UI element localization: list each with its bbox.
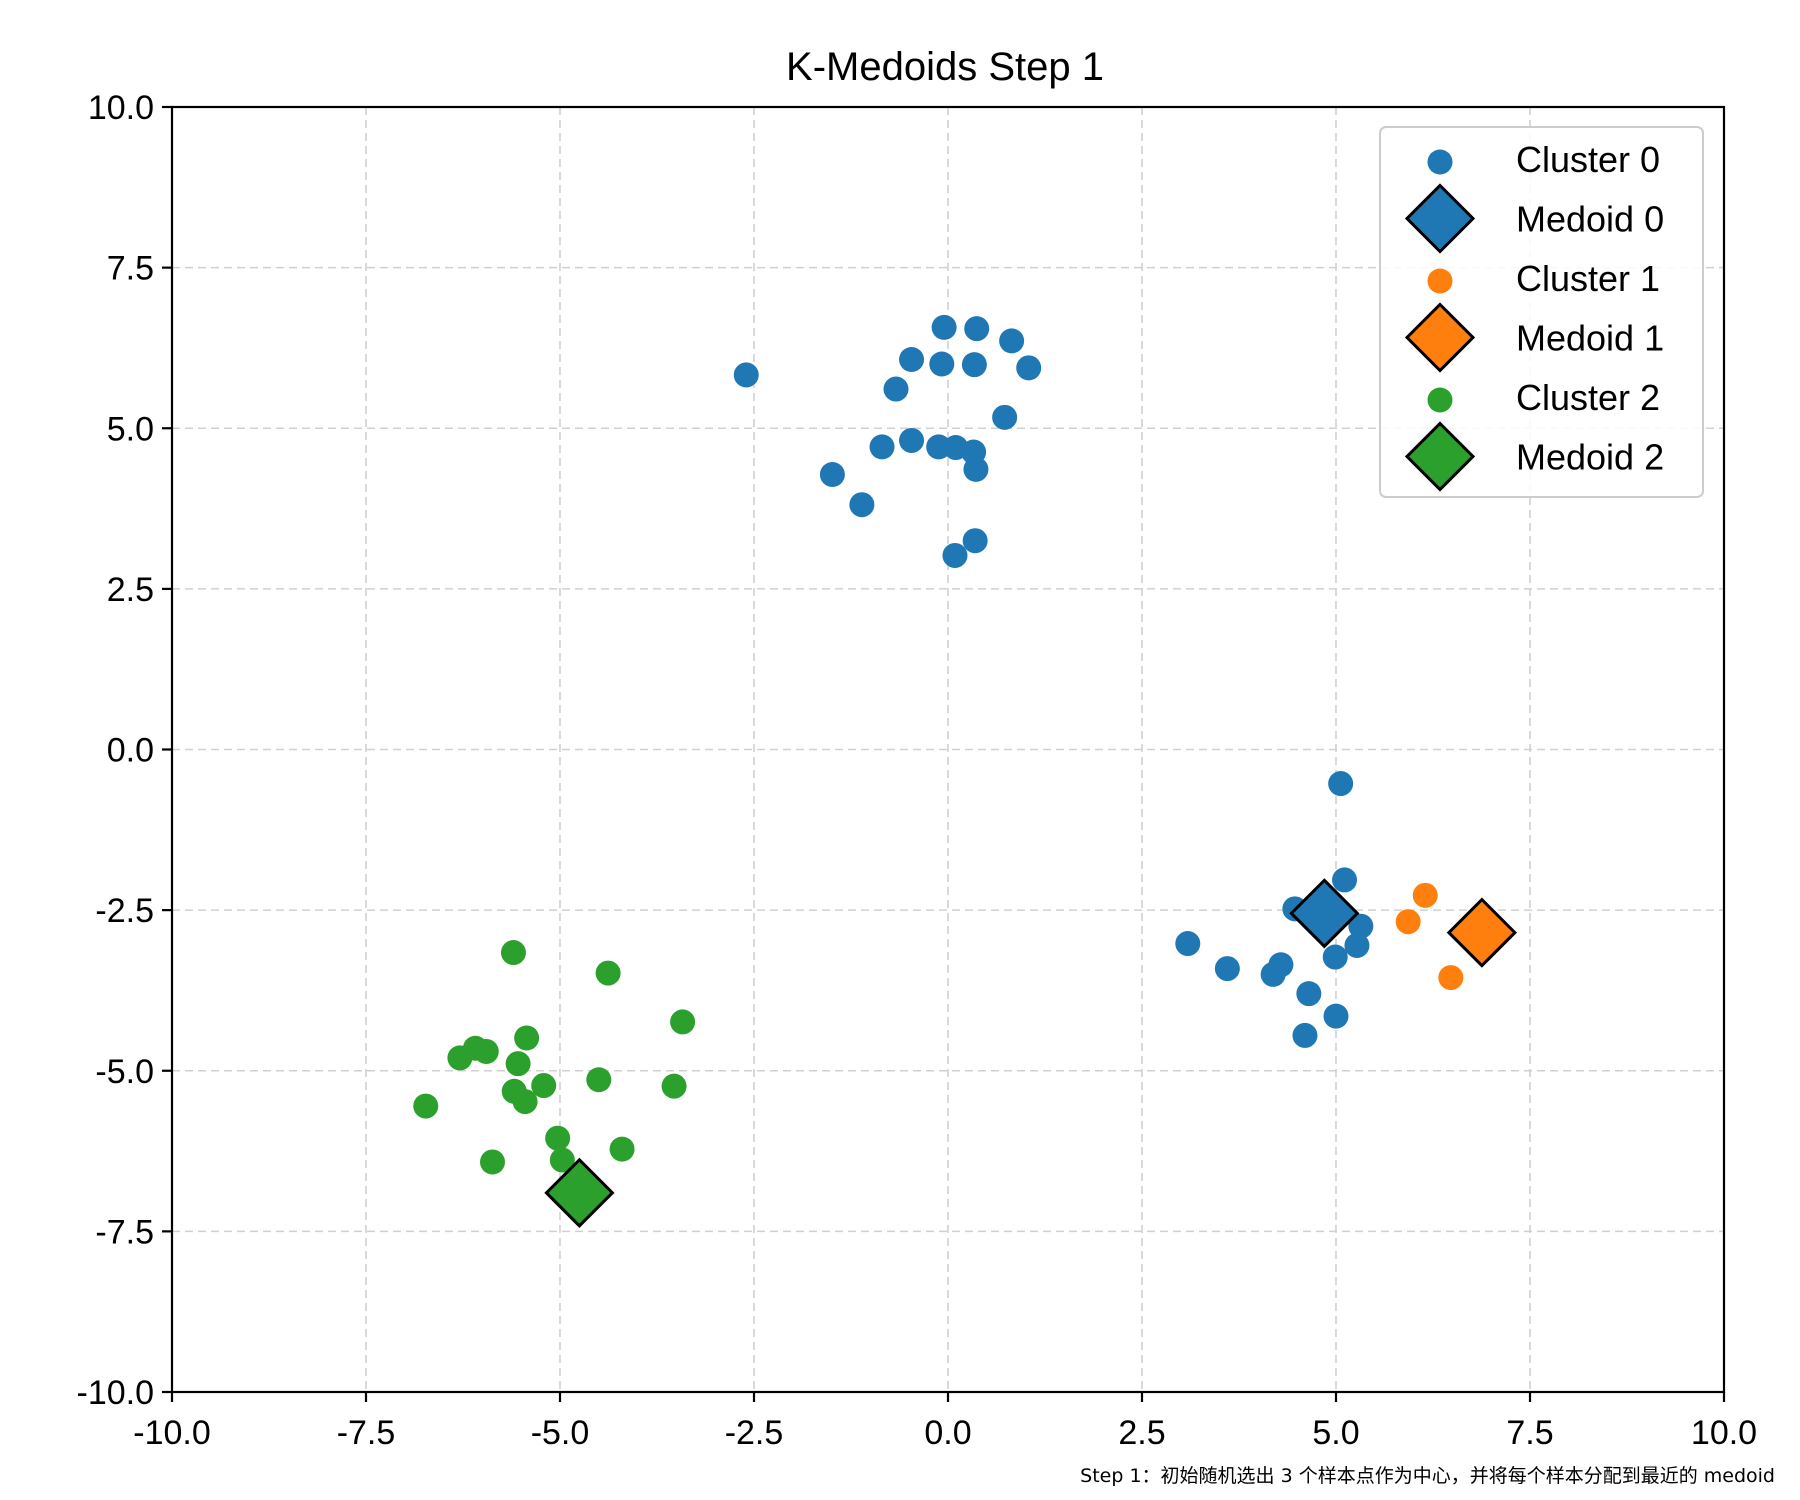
- legend-medoid-0-marker: [1404, 183, 1476, 254]
- legend-medoid-1-label: Medoid 1: [1516, 318, 1664, 359]
- cluster-2-point: [661, 1073, 687, 1099]
- legend-cluster-0-label: Cluster 0: [1516, 139, 1660, 180]
- chart-title: K-Medoids Step 1: [786, 45, 1104, 89]
- cluster-0-point: [1323, 1003, 1349, 1029]
- cluster-2-point: [609, 1136, 635, 1162]
- cluster-0-point: [1328, 771, 1354, 797]
- x-tick-label: -10.0: [133, 1414, 211, 1452]
- legend-medoid-2-marker: [1404, 421, 1476, 492]
- cluster-0-point: [899, 347, 925, 373]
- y-tick-label: -7.5: [95, 1213, 154, 1251]
- cluster-2-point: [595, 960, 621, 986]
- x-tick-label: -2.5: [725, 1414, 784, 1452]
- cluster-2-point: [586, 1067, 612, 1093]
- cluster-1-point: [1395, 909, 1421, 935]
- x-tick-label: 10.0: [1691, 1414, 1757, 1452]
- medoid-1-marker: [1446, 897, 1518, 968]
- legend-cluster-2-label: Cluster 2: [1516, 377, 1660, 418]
- cluster-0-point: [1214, 956, 1240, 982]
- cluster-0-point: [1175, 931, 1201, 957]
- cluster-2-point: [473, 1038, 499, 1064]
- cluster-0-point: [1344, 932, 1370, 958]
- y-tick-label: -10.0: [77, 1374, 155, 1412]
- cluster-2-point: [500, 940, 526, 966]
- y-tick-label: 0.0: [107, 732, 154, 770]
- y-tick-label: 10.0: [88, 89, 154, 127]
- y-tick-label: 7.5: [107, 250, 154, 288]
- x-tick-label: -5.0: [531, 1414, 590, 1452]
- cluster-0-point: [733, 362, 759, 388]
- legend-medoid-2-label: Medoid 2: [1516, 437, 1664, 478]
- cluster-2-point: [514, 1025, 540, 1051]
- y-tick-label: -5.0: [95, 1053, 154, 1091]
- cluster-2-point: [413, 1093, 439, 1119]
- cluster-0-point: [899, 427, 925, 453]
- x-tick-label: 0.0: [924, 1414, 971, 1452]
- cluster-0-point: [931, 314, 957, 340]
- axis-ticks: -10.0 -7.5 -5.0 -2.5 0.0 2.5 5.0 7.5 10.0 -10.0 -7…: [77, 89, 1758, 1452]
- cluster-2-point: [447, 1045, 473, 1071]
- cluster-0-point: [1296, 981, 1322, 1007]
- cluster-0-point: [819, 462, 845, 488]
- cluster-2-point: [545, 1125, 571, 1151]
- cluster-0-point: [992, 404, 1018, 430]
- cluster-0-point: [1260, 961, 1286, 987]
- x-tick-label: 2.5: [1118, 1414, 1165, 1452]
- legend-cluster-2-marker: [1427, 387, 1453, 413]
- legend-medoid-1-marker: [1404, 302, 1476, 373]
- x-tick-label: 5.0: [1312, 1414, 1359, 1452]
- cluster-0-point: [849, 492, 875, 518]
- step-caption: Step 1：初始随机选出 3 个样本点作为中心，并将每个样本分配到最近的 me…: [1080, 1465, 1775, 1487]
- x-tick-label: -7.5: [337, 1414, 396, 1452]
- cluster-0-point: [929, 351, 955, 377]
- medoid-2-marker: [544, 1157, 615, 1228]
- y-tick-label: 2.5: [107, 571, 154, 609]
- cluster-0-point: [962, 528, 988, 554]
- legend-cluster-0-marker: [1427, 149, 1453, 175]
- x-tick-label: 7.5: [1506, 1414, 1553, 1452]
- cluster-0-point: [1292, 1022, 1318, 1048]
- cluster-0-point: [961, 352, 987, 378]
- cluster-0-point: [1332, 867, 1358, 893]
- legend-medoid-0-label: Medoid 0: [1516, 199, 1664, 240]
- cluster-2-point: [531, 1073, 557, 1099]
- data-points: [413, 314, 1518, 1228]
- cluster-0-point: [999, 328, 1025, 354]
- cluster-1-point: [1438, 965, 1464, 991]
- cluster-2-point: [549, 1147, 575, 1173]
- cluster-0-point: [942, 542, 968, 568]
- cluster-2-point: [479, 1149, 505, 1175]
- legend: Cluster 0 Medoid 0 Cluster 1 Medoid 1 Cluste…: [1379, 126, 1704, 498]
- cluster-1-point: [1412, 882, 1438, 908]
- cluster-2-point: [670, 1009, 696, 1035]
- cluster-0-point: [1016, 355, 1042, 381]
- cluster-0-point: [1348, 913, 1374, 939]
- cluster-0-point: [883, 376, 909, 402]
- cluster-0-point: [964, 316, 990, 342]
- legend-cluster-1-marker: [1427, 268, 1453, 294]
- y-tick-label: -2.5: [95, 892, 154, 930]
- cluster-0-point: [869, 434, 895, 460]
- cluster-0-point: [963, 456, 989, 482]
- medoid-0-marker: [1289, 878, 1360, 949]
- y-tick-label: 5.0: [107, 410, 154, 448]
- cluster-2-point: [512, 1089, 538, 1115]
- legend-cluster-1-label: Cluster 1: [1516, 258, 1660, 299]
- cluster-0-point: [1322, 944, 1348, 970]
- cluster-2-point: [505, 1051, 531, 1077]
